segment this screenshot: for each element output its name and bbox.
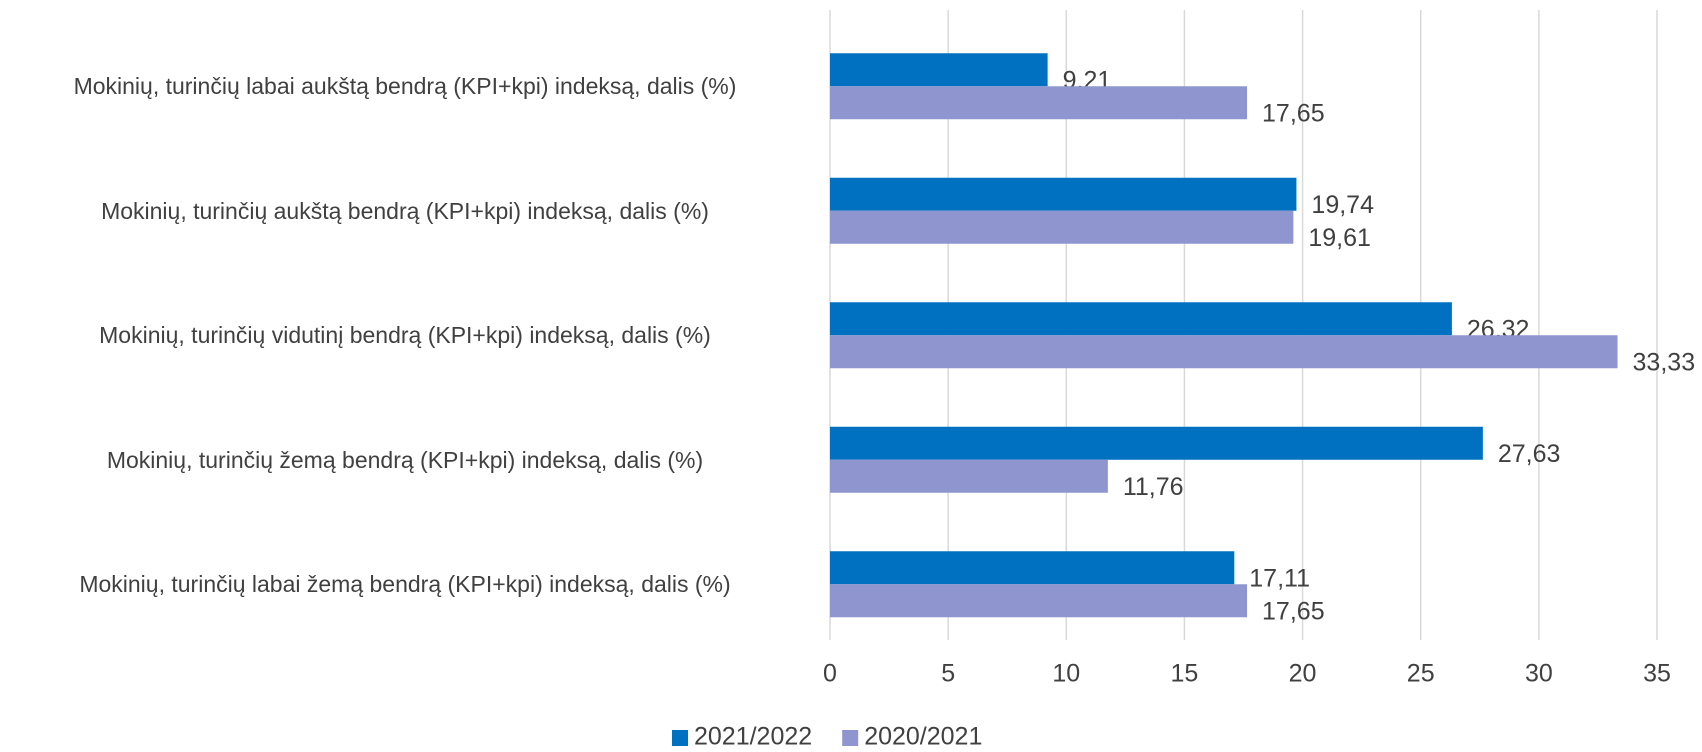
data-label: 33,33 — [1633, 348, 1696, 376]
category-label: Mokinių, turinčių žemą bendrą (KPI+kpi) … — [106, 446, 704, 473]
data-label: 19,61 — [1308, 224, 1371, 252]
bar — [830, 86, 1248, 120]
category-label: Mokinių, turinčių labai žemą bendrą (KPI… — [79, 571, 731, 598]
category-label: Mokinių, turinčių labai aukštą bendrą (K… — [73, 73, 737, 100]
x-tick-label: 5 — [941, 660, 955, 688]
x-tick-label: 15 — [1171, 660, 1199, 688]
bar — [830, 210, 1294, 244]
bar — [830, 53, 1048, 87]
bar — [830, 551, 1235, 585]
legend-label: 2020/2021 — [864, 723, 982, 751]
bar — [830, 302, 1452, 336]
x-tick-label: 30 — [1525, 660, 1553, 688]
x-tick-label: 35 — [1643, 660, 1671, 688]
data-label: 11,76 — [1123, 473, 1184, 501]
bar — [830, 426, 1483, 460]
data-label: 17,65 — [1262, 99, 1325, 127]
x-tick-label: 25 — [1407, 660, 1435, 688]
data-label: 17,11 — [1249, 564, 1310, 592]
legend-swatch — [842, 730, 859, 746]
data-label: 19,74 — [1311, 191, 1374, 219]
x-tick-label: 0 — [823, 660, 837, 688]
data-label: 17,65 — [1262, 597, 1325, 625]
bar — [830, 335, 1618, 369]
x-tick-label: 20 — [1289, 660, 1317, 688]
bar — [830, 459, 1108, 493]
category-label: Mokinių, turinčių vidutinį bendrą (KPI+k… — [99, 322, 711, 349]
bar — [830, 177, 1297, 211]
legend-label: 2021/2022 — [694, 723, 812, 751]
data-label: 27,63 — [1498, 440, 1561, 468]
category-label: Mokinių, turinčių aukštą bendrą (KPI+kpi… — [101, 197, 709, 224]
x-tick-label: 10 — [1052, 660, 1080, 688]
legend-swatch — [672, 730, 688, 746]
bar — [830, 584, 1248, 618]
